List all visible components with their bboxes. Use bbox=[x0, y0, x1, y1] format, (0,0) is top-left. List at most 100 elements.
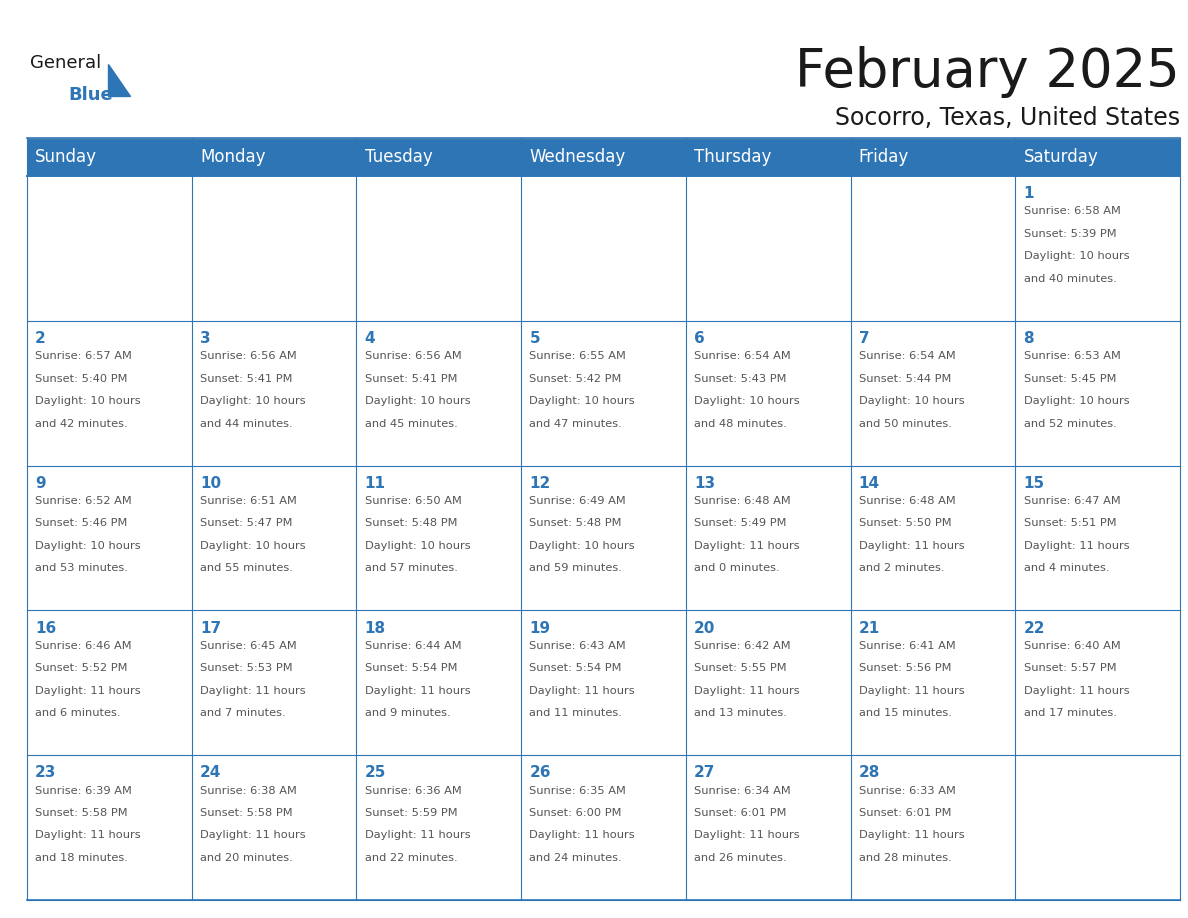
Text: Daylight: 10 hours: Daylight: 10 hours bbox=[200, 541, 305, 551]
Bar bbox=[685, 320, 851, 465]
Text: and 11 minutes.: and 11 minutes. bbox=[530, 708, 623, 718]
Text: and 44 minutes.: and 44 minutes. bbox=[200, 419, 292, 429]
Text: Sunrise: 6:51 AM: Sunrise: 6:51 AM bbox=[200, 496, 297, 506]
Text: Sunset: 5:47 PM: Sunset: 5:47 PM bbox=[200, 519, 292, 529]
Text: and 26 minutes.: and 26 minutes. bbox=[694, 853, 786, 863]
Text: Sunrise: 6:55 AM: Sunrise: 6:55 AM bbox=[530, 352, 626, 361]
Text: Thursday: Thursday bbox=[694, 148, 771, 166]
Text: Daylight: 10 hours: Daylight: 10 hours bbox=[365, 396, 470, 406]
Text: 14: 14 bbox=[859, 476, 880, 491]
Text: Daylight: 10 hours: Daylight: 10 hours bbox=[694, 396, 800, 406]
Text: Daylight: 11 hours: Daylight: 11 hours bbox=[365, 686, 470, 696]
Text: Tuesday: Tuesday bbox=[365, 148, 432, 166]
Bar bbox=[356, 610, 522, 756]
Text: Sunset: 5:54 PM: Sunset: 5:54 PM bbox=[365, 663, 457, 673]
Text: Daylight: 11 hours: Daylight: 11 hours bbox=[530, 686, 636, 696]
Bar bbox=[191, 610, 356, 756]
Text: 26: 26 bbox=[530, 766, 551, 780]
Text: Sunset: 6:01 PM: Sunset: 6:01 PM bbox=[694, 808, 786, 818]
Text: Daylight: 11 hours: Daylight: 11 hours bbox=[859, 686, 965, 696]
Text: Sunrise: 6:48 AM: Sunrise: 6:48 AM bbox=[694, 496, 791, 506]
Text: Daylight: 10 hours: Daylight: 10 hours bbox=[859, 396, 965, 406]
Text: Sunday: Sunday bbox=[36, 148, 97, 166]
Text: Sunset: 5:53 PM: Sunset: 5:53 PM bbox=[200, 663, 292, 673]
Text: Friday: Friday bbox=[859, 148, 909, 166]
Text: and 2 minutes.: and 2 minutes. bbox=[859, 564, 944, 574]
Text: and 20 minutes.: and 20 minutes. bbox=[200, 853, 292, 863]
Text: 24: 24 bbox=[200, 766, 221, 780]
Text: Daylight: 11 hours: Daylight: 11 hours bbox=[1024, 541, 1129, 551]
Bar bbox=[356, 176, 522, 320]
Text: Daylight: 11 hours: Daylight: 11 hours bbox=[36, 831, 141, 841]
Text: Daylight: 11 hours: Daylight: 11 hours bbox=[530, 831, 636, 841]
Text: 1: 1 bbox=[1024, 186, 1034, 201]
Text: Sunset: 5:46 PM: Sunset: 5:46 PM bbox=[36, 519, 127, 529]
Text: Sunset: 6:00 PM: Sunset: 6:00 PM bbox=[530, 808, 621, 818]
Bar bbox=[27, 320, 191, 465]
Bar bbox=[851, 138, 1016, 176]
Text: and 52 minutes.: and 52 minutes. bbox=[1024, 419, 1117, 429]
Bar bbox=[851, 610, 1016, 756]
Text: Sunset: 5:55 PM: Sunset: 5:55 PM bbox=[694, 663, 786, 673]
Text: Sunset: 5:57 PM: Sunset: 5:57 PM bbox=[1024, 663, 1117, 673]
Text: Sunrise: 6:50 AM: Sunrise: 6:50 AM bbox=[365, 496, 462, 506]
Bar bbox=[1016, 465, 1180, 610]
Text: February 2025: February 2025 bbox=[795, 46, 1180, 98]
Text: Daylight: 10 hours: Daylight: 10 hours bbox=[1024, 252, 1129, 262]
Text: 25: 25 bbox=[365, 766, 386, 780]
Text: Daylight: 11 hours: Daylight: 11 hours bbox=[36, 686, 141, 696]
Text: Daylight: 11 hours: Daylight: 11 hours bbox=[200, 686, 305, 696]
Text: 9: 9 bbox=[36, 476, 46, 491]
Bar bbox=[1016, 176, 1180, 320]
Text: Sunset: 6:01 PM: Sunset: 6:01 PM bbox=[859, 808, 952, 818]
Text: Sunset: 5:56 PM: Sunset: 5:56 PM bbox=[859, 663, 952, 673]
Text: Wednesday: Wednesday bbox=[530, 148, 626, 166]
Text: 2: 2 bbox=[36, 330, 46, 346]
Text: and 47 minutes.: and 47 minutes. bbox=[530, 419, 623, 429]
Bar bbox=[685, 176, 851, 320]
Text: Sunrise: 6:35 AM: Sunrise: 6:35 AM bbox=[530, 786, 626, 796]
Text: Daylight: 11 hours: Daylight: 11 hours bbox=[694, 686, 800, 696]
Text: and 6 minutes.: and 6 minutes. bbox=[36, 708, 121, 718]
Text: 22: 22 bbox=[1024, 621, 1045, 635]
Bar bbox=[685, 756, 851, 900]
Text: Sunset: 5:59 PM: Sunset: 5:59 PM bbox=[365, 808, 457, 818]
Text: and 13 minutes.: and 13 minutes. bbox=[694, 708, 786, 718]
Text: Blue: Blue bbox=[68, 86, 113, 104]
Text: Daylight: 10 hours: Daylight: 10 hours bbox=[530, 396, 636, 406]
Bar bbox=[27, 610, 191, 756]
Text: Sunrise: 6:40 AM: Sunrise: 6:40 AM bbox=[1024, 641, 1120, 651]
Text: and 17 minutes.: and 17 minutes. bbox=[1024, 708, 1117, 718]
Text: Sunset: 5:58 PM: Sunset: 5:58 PM bbox=[200, 808, 292, 818]
Text: and 0 minutes.: and 0 minutes. bbox=[694, 564, 779, 574]
Text: Sunrise: 6:49 AM: Sunrise: 6:49 AM bbox=[530, 496, 626, 506]
Text: 4: 4 bbox=[365, 330, 375, 346]
Text: Daylight: 10 hours: Daylight: 10 hours bbox=[1024, 396, 1129, 406]
Bar bbox=[356, 756, 522, 900]
Text: and 4 minutes.: and 4 minutes. bbox=[1024, 564, 1110, 574]
Text: and 28 minutes.: and 28 minutes. bbox=[859, 853, 952, 863]
Text: and 57 minutes.: and 57 minutes. bbox=[365, 564, 457, 574]
Text: Sunrise: 6:34 AM: Sunrise: 6:34 AM bbox=[694, 786, 791, 796]
Bar bbox=[522, 138, 685, 176]
Text: 8: 8 bbox=[1024, 330, 1034, 346]
Text: Sunrise: 6:42 AM: Sunrise: 6:42 AM bbox=[694, 641, 791, 651]
Text: Daylight: 10 hours: Daylight: 10 hours bbox=[365, 541, 470, 551]
Text: 13: 13 bbox=[694, 476, 715, 491]
Text: Daylight: 10 hours: Daylight: 10 hours bbox=[36, 396, 141, 406]
Text: 23: 23 bbox=[36, 766, 57, 780]
Text: Sunset: 5:54 PM: Sunset: 5:54 PM bbox=[530, 663, 621, 673]
Bar bbox=[27, 465, 191, 610]
Bar bbox=[191, 756, 356, 900]
Bar bbox=[522, 320, 685, 465]
Bar bbox=[191, 138, 356, 176]
Text: Daylight: 11 hours: Daylight: 11 hours bbox=[694, 831, 800, 841]
Text: and 50 minutes.: and 50 minutes. bbox=[859, 419, 952, 429]
Bar bbox=[356, 138, 522, 176]
Text: Sunset: 5:42 PM: Sunset: 5:42 PM bbox=[530, 374, 621, 384]
Text: 18: 18 bbox=[365, 621, 386, 635]
Bar bbox=[27, 756, 191, 900]
Text: and 59 minutes.: and 59 minutes. bbox=[530, 564, 623, 574]
Text: Sunset: 5:58 PM: Sunset: 5:58 PM bbox=[36, 808, 128, 818]
Text: Daylight: 11 hours: Daylight: 11 hours bbox=[365, 831, 470, 841]
